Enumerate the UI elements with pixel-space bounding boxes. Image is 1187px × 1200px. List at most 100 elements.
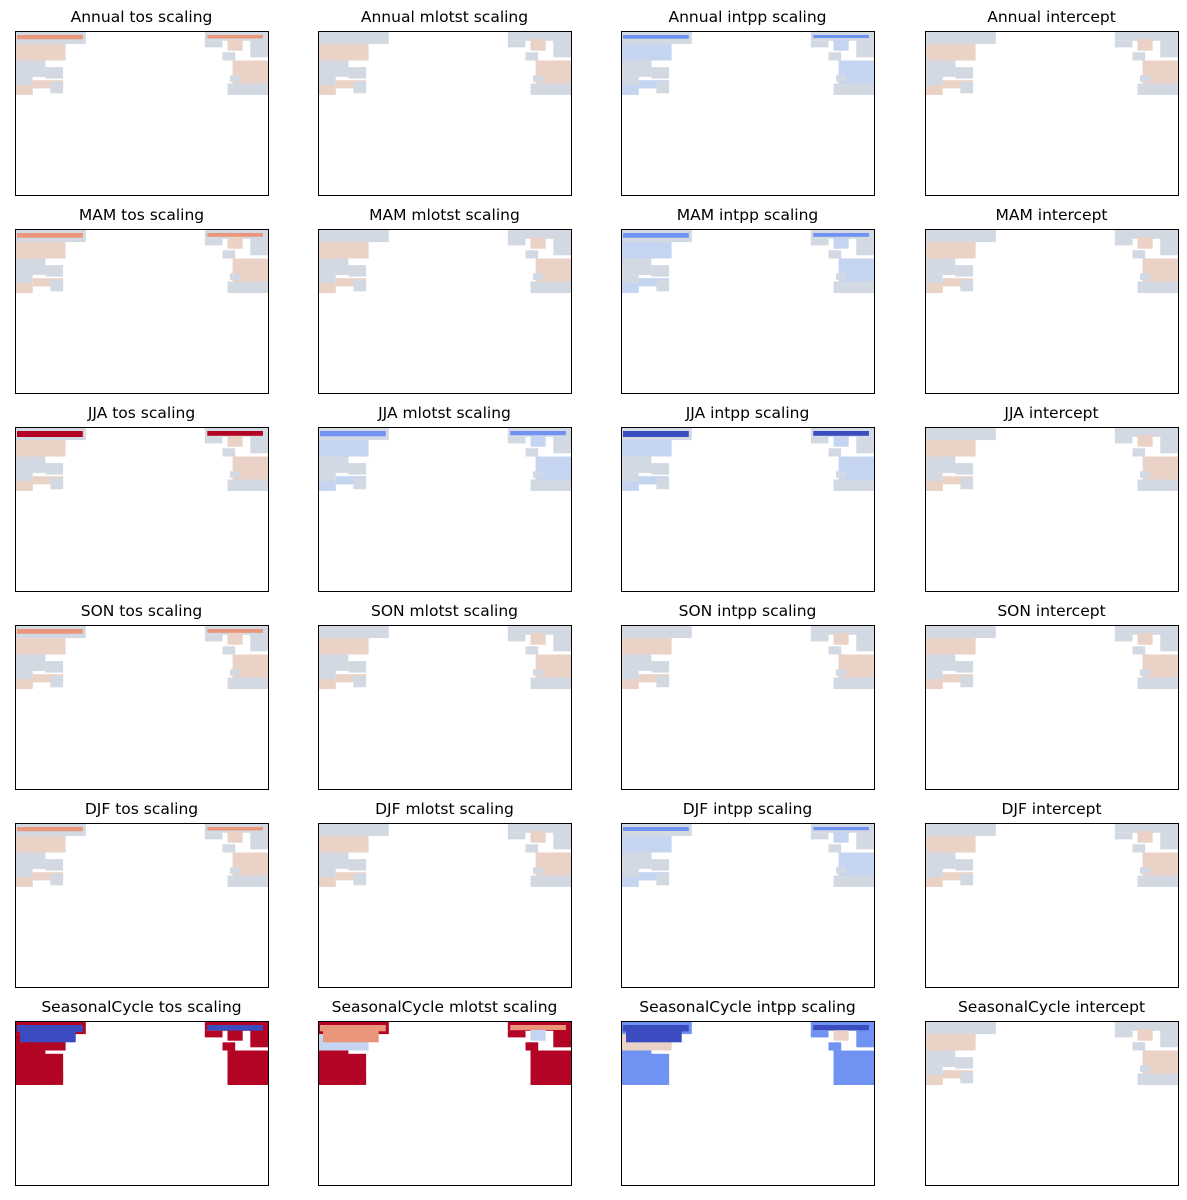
panel-title: SeasonalCycle tos scaling — [41, 998, 241, 1016]
heatmap-cell — [651, 67, 670, 79]
heatmap-cell — [1137, 831, 1153, 843]
heatmap-cell — [955, 1057, 974, 1069]
heatmap-cell — [533, 669, 544, 676]
heatmap-cell — [204, 436, 223, 444]
heatmap-cell — [1142, 852, 1178, 876]
heatmap-field — [15, 823, 269, 887]
heatmap-cell — [833, 677, 874, 689]
heatmap-cell — [925, 679, 943, 689]
heatmap-cell — [250, 37, 268, 58]
heatmap-cell — [15, 456, 46, 473]
heatmap-cell — [32, 872, 64, 881]
heatmap-cell — [318, 654, 349, 671]
heatmap-cell — [50, 873, 64, 886]
heatmap-field — [318, 1021, 572, 1085]
axes-frame — [15, 625, 269, 790]
axes-frame — [925, 1021, 1179, 1186]
heatmap-cell — [960, 1071, 974, 1084]
subplot-panel: MAM intpp scaling — [621, 206, 875, 394]
subplot-panel: SON intpp scaling — [621, 602, 875, 790]
panel-title: JJA mlotst scaling — [377, 404, 511, 422]
heatmap-cell — [1137, 479, 1178, 491]
heatmap-cell — [621, 440, 672, 457]
heatmap-region — [833, 1050, 874, 1084]
panel-title: DJF mlotst scaling — [375, 800, 514, 818]
heatmap-cell — [530, 39, 546, 51]
heatmap-cell — [810, 832, 829, 840]
axes-frame — [318, 31, 572, 196]
heatmap-cell — [553, 631, 571, 652]
heatmap-cell — [535, 654, 571, 678]
heatmap-cell — [533, 273, 544, 280]
heatmap-cell — [638, 80, 670, 89]
heatmap-cell — [250, 829, 268, 850]
heatmap-cell — [507, 229, 572, 239]
heatmap-band — [813, 233, 869, 237]
panel-title: DJF intercept — [1001, 800, 1101, 818]
heatmap-band — [17, 1025, 83, 1032]
axes-frame — [15, 31, 269, 196]
heatmap-cell — [833, 633, 849, 645]
heatmap-field — [15, 427, 269, 491]
heatmap-cell — [227, 39, 243, 51]
heatmap-cell — [250, 631, 268, 652]
subplot-panel: DJF mlotst scaling — [318, 800, 572, 988]
heatmap-cell — [1142, 60, 1178, 84]
heatmap-cell — [232, 456, 268, 480]
heatmap-cell — [621, 625, 692, 639]
heatmap-cell — [1114, 634, 1133, 642]
heatmap-field — [318, 427, 572, 491]
heatmap-cell — [1160, 235, 1178, 256]
heatmap-cell — [828, 646, 842, 655]
heatmap-cell — [335, 80, 367, 89]
heatmap-cell — [925, 836, 976, 853]
heatmap-field — [621, 229, 875, 293]
heatmap-cell — [925, 1021, 996, 1035]
heatmap-cell — [530, 83, 571, 95]
heatmap-cell — [335, 674, 367, 683]
panel-title: SON mlotst scaling — [371, 602, 518, 620]
heatmap-cell — [525, 1042, 539, 1051]
heatmap-cell — [50, 81, 64, 94]
heatmap-cell — [15, 283, 33, 293]
heatmap-cell — [232, 60, 268, 84]
heatmap-cell — [348, 463, 367, 475]
heatmap-field — [925, 427, 1179, 491]
heatmap-cell — [204, 40, 223, 48]
heatmap-cell — [960, 675, 974, 688]
heatmap-cell — [222, 448, 236, 457]
heatmap-cell — [656, 279, 670, 292]
heatmap-cell — [530, 479, 571, 491]
heatmap-cell — [204, 832, 223, 840]
heatmap-region — [20, 1029, 76, 1043]
heatmap-cell — [230, 273, 241, 280]
heatmap-cell — [353, 81, 367, 94]
heatmap-cell — [232, 258, 268, 282]
heatmap-cell — [15, 852, 46, 869]
heatmap-cell — [227, 83, 268, 95]
heatmap-cell — [828, 250, 842, 259]
heatmap-cell — [1140, 75, 1151, 82]
heatmap-cell — [1160, 631, 1178, 652]
heatmap-cell — [15, 440, 66, 457]
heatmap-cell — [1114, 229, 1179, 239]
panel-title: SON intercept — [997, 602, 1105, 620]
heatmap-cell — [1137, 677, 1178, 689]
heatmap-cell — [318, 258, 349, 275]
panel-title: MAM intpp scaling — [677, 206, 818, 224]
heatmap-cell — [833, 281, 874, 293]
heatmap-cell — [318, 456, 349, 473]
heatmap-cell — [1114, 1021, 1179, 1031]
heatmap-cell — [232, 852, 268, 876]
heatmap-cell — [348, 265, 367, 277]
heatmap-cell — [960, 873, 974, 886]
heatmap-cell — [530, 281, 571, 293]
heatmap-cell — [1114, 40, 1133, 48]
heatmap-field — [621, 625, 875, 689]
subplot-panel: Annual tos scaling — [15, 8, 269, 196]
heatmap-cell — [525, 448, 539, 457]
heatmap-cell — [1114, 31, 1179, 41]
heatmap-cell — [1160, 1027, 1178, 1048]
heatmap-cell — [222, 844, 236, 853]
heatmap-cell — [925, 258, 956, 275]
